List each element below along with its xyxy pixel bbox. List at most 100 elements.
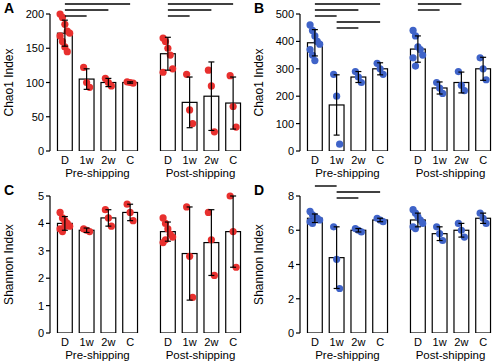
y-axis-label: Shannon Index xyxy=(2,224,16,305)
y-tick xyxy=(296,298,300,299)
error-bar xyxy=(62,20,68,46)
error-line xyxy=(336,227,337,289)
y-tick-label: 4 xyxy=(288,259,294,271)
bar xyxy=(351,77,366,151)
error-cap xyxy=(415,35,421,36)
data-point xyxy=(419,220,426,227)
error-line xyxy=(461,223,462,237)
y-axis xyxy=(299,14,300,151)
error-cap xyxy=(377,221,383,222)
error-line xyxy=(380,63,381,75)
error-cap xyxy=(230,128,236,129)
y-tick-label: 5 xyxy=(38,190,44,202)
error-line xyxy=(314,30,315,56)
error-cap xyxy=(355,231,361,232)
error-cap xyxy=(165,70,171,71)
y-tick xyxy=(296,264,300,265)
error-bar xyxy=(127,204,133,220)
x-tick-label: D xyxy=(311,154,319,166)
x-tick-label: 1w xyxy=(433,154,447,166)
error-line xyxy=(439,82,440,94)
error-line xyxy=(483,57,484,80)
error-cap xyxy=(62,46,68,47)
error-line xyxy=(358,72,359,83)
error-bar xyxy=(415,36,421,62)
significance-line xyxy=(337,27,359,28)
x-tick-label: 2w xyxy=(351,154,365,166)
y-axis xyxy=(49,196,50,333)
error-bar xyxy=(62,217,68,231)
significance-line xyxy=(168,3,233,4)
y-tick-label: 8 xyxy=(288,190,294,202)
bar xyxy=(101,83,116,152)
error-cap xyxy=(437,81,443,82)
error-bar xyxy=(312,30,318,56)
error-line xyxy=(189,77,190,128)
error-bar xyxy=(208,210,214,276)
x-tick-label: C xyxy=(376,336,384,348)
error-cap xyxy=(334,74,340,75)
data-point xyxy=(169,65,176,72)
error-cap xyxy=(127,220,133,221)
error-cap xyxy=(458,71,464,72)
error-line xyxy=(314,214,315,223)
error-line xyxy=(167,37,168,70)
group-label: Pre-shipping xyxy=(315,349,380,361)
error-bar xyxy=(480,213,486,223)
error-cap xyxy=(458,237,464,238)
data-point xyxy=(311,57,318,64)
significance-line xyxy=(315,9,359,10)
significance-line xyxy=(315,3,380,4)
error-bar xyxy=(165,37,171,70)
error-cap xyxy=(377,62,383,63)
error-line xyxy=(130,204,131,220)
data-point xyxy=(86,228,93,235)
error-cap xyxy=(230,76,236,77)
error-cap xyxy=(355,228,361,229)
panel: DShannon Index02468D1w2wCPre-shippingD1w… xyxy=(252,182,491,361)
error-cap xyxy=(84,227,90,228)
panel: CShannon Index012345D1w2wCPre-shippingD1… xyxy=(2,182,241,361)
y-tick-label: 0 xyxy=(288,145,294,157)
y-tick-label: 0 xyxy=(38,145,44,157)
figure: AChao1 Index050100150200D1w2wCPre-shippi… xyxy=(0,0,500,363)
error-cap xyxy=(105,209,111,210)
error-cap xyxy=(187,76,193,77)
error-bar xyxy=(458,223,464,237)
significance-line xyxy=(65,9,109,10)
error-bar xyxy=(187,77,193,128)
error-cap xyxy=(458,92,464,93)
bar xyxy=(57,223,72,333)
error-line xyxy=(189,207,190,300)
x-tick-label: D xyxy=(414,336,422,348)
error-cap xyxy=(480,223,486,224)
y-tick-label: 300 xyxy=(276,63,294,75)
significance-line xyxy=(168,9,212,10)
error-bar xyxy=(187,207,193,300)
bar xyxy=(57,33,72,151)
y-tick xyxy=(46,195,50,196)
x-tick-label: 2w xyxy=(204,336,218,348)
plot-area xyxy=(56,10,240,151)
error-line xyxy=(417,213,418,227)
y-axis-label: Shannon Index xyxy=(252,224,266,305)
error-cap xyxy=(415,62,421,63)
data-point xyxy=(409,54,416,61)
error-bar xyxy=(105,210,111,226)
error-cap xyxy=(312,213,318,214)
error-cap xyxy=(105,86,111,87)
error-line xyxy=(108,78,109,86)
error-cap xyxy=(62,216,68,217)
bar xyxy=(432,234,447,333)
error-bar xyxy=(84,228,90,232)
significance-line xyxy=(315,15,337,16)
y-tick xyxy=(46,332,50,333)
x-tick-label: 2w xyxy=(101,336,115,348)
error-line xyxy=(64,20,65,46)
data-point xyxy=(66,30,73,37)
group-label: Pre-shipping xyxy=(65,349,130,361)
x-tick-label: C xyxy=(229,336,237,348)
y-tick-label: 150 xyxy=(26,42,44,54)
bar xyxy=(373,220,388,333)
y-tick xyxy=(46,13,50,14)
